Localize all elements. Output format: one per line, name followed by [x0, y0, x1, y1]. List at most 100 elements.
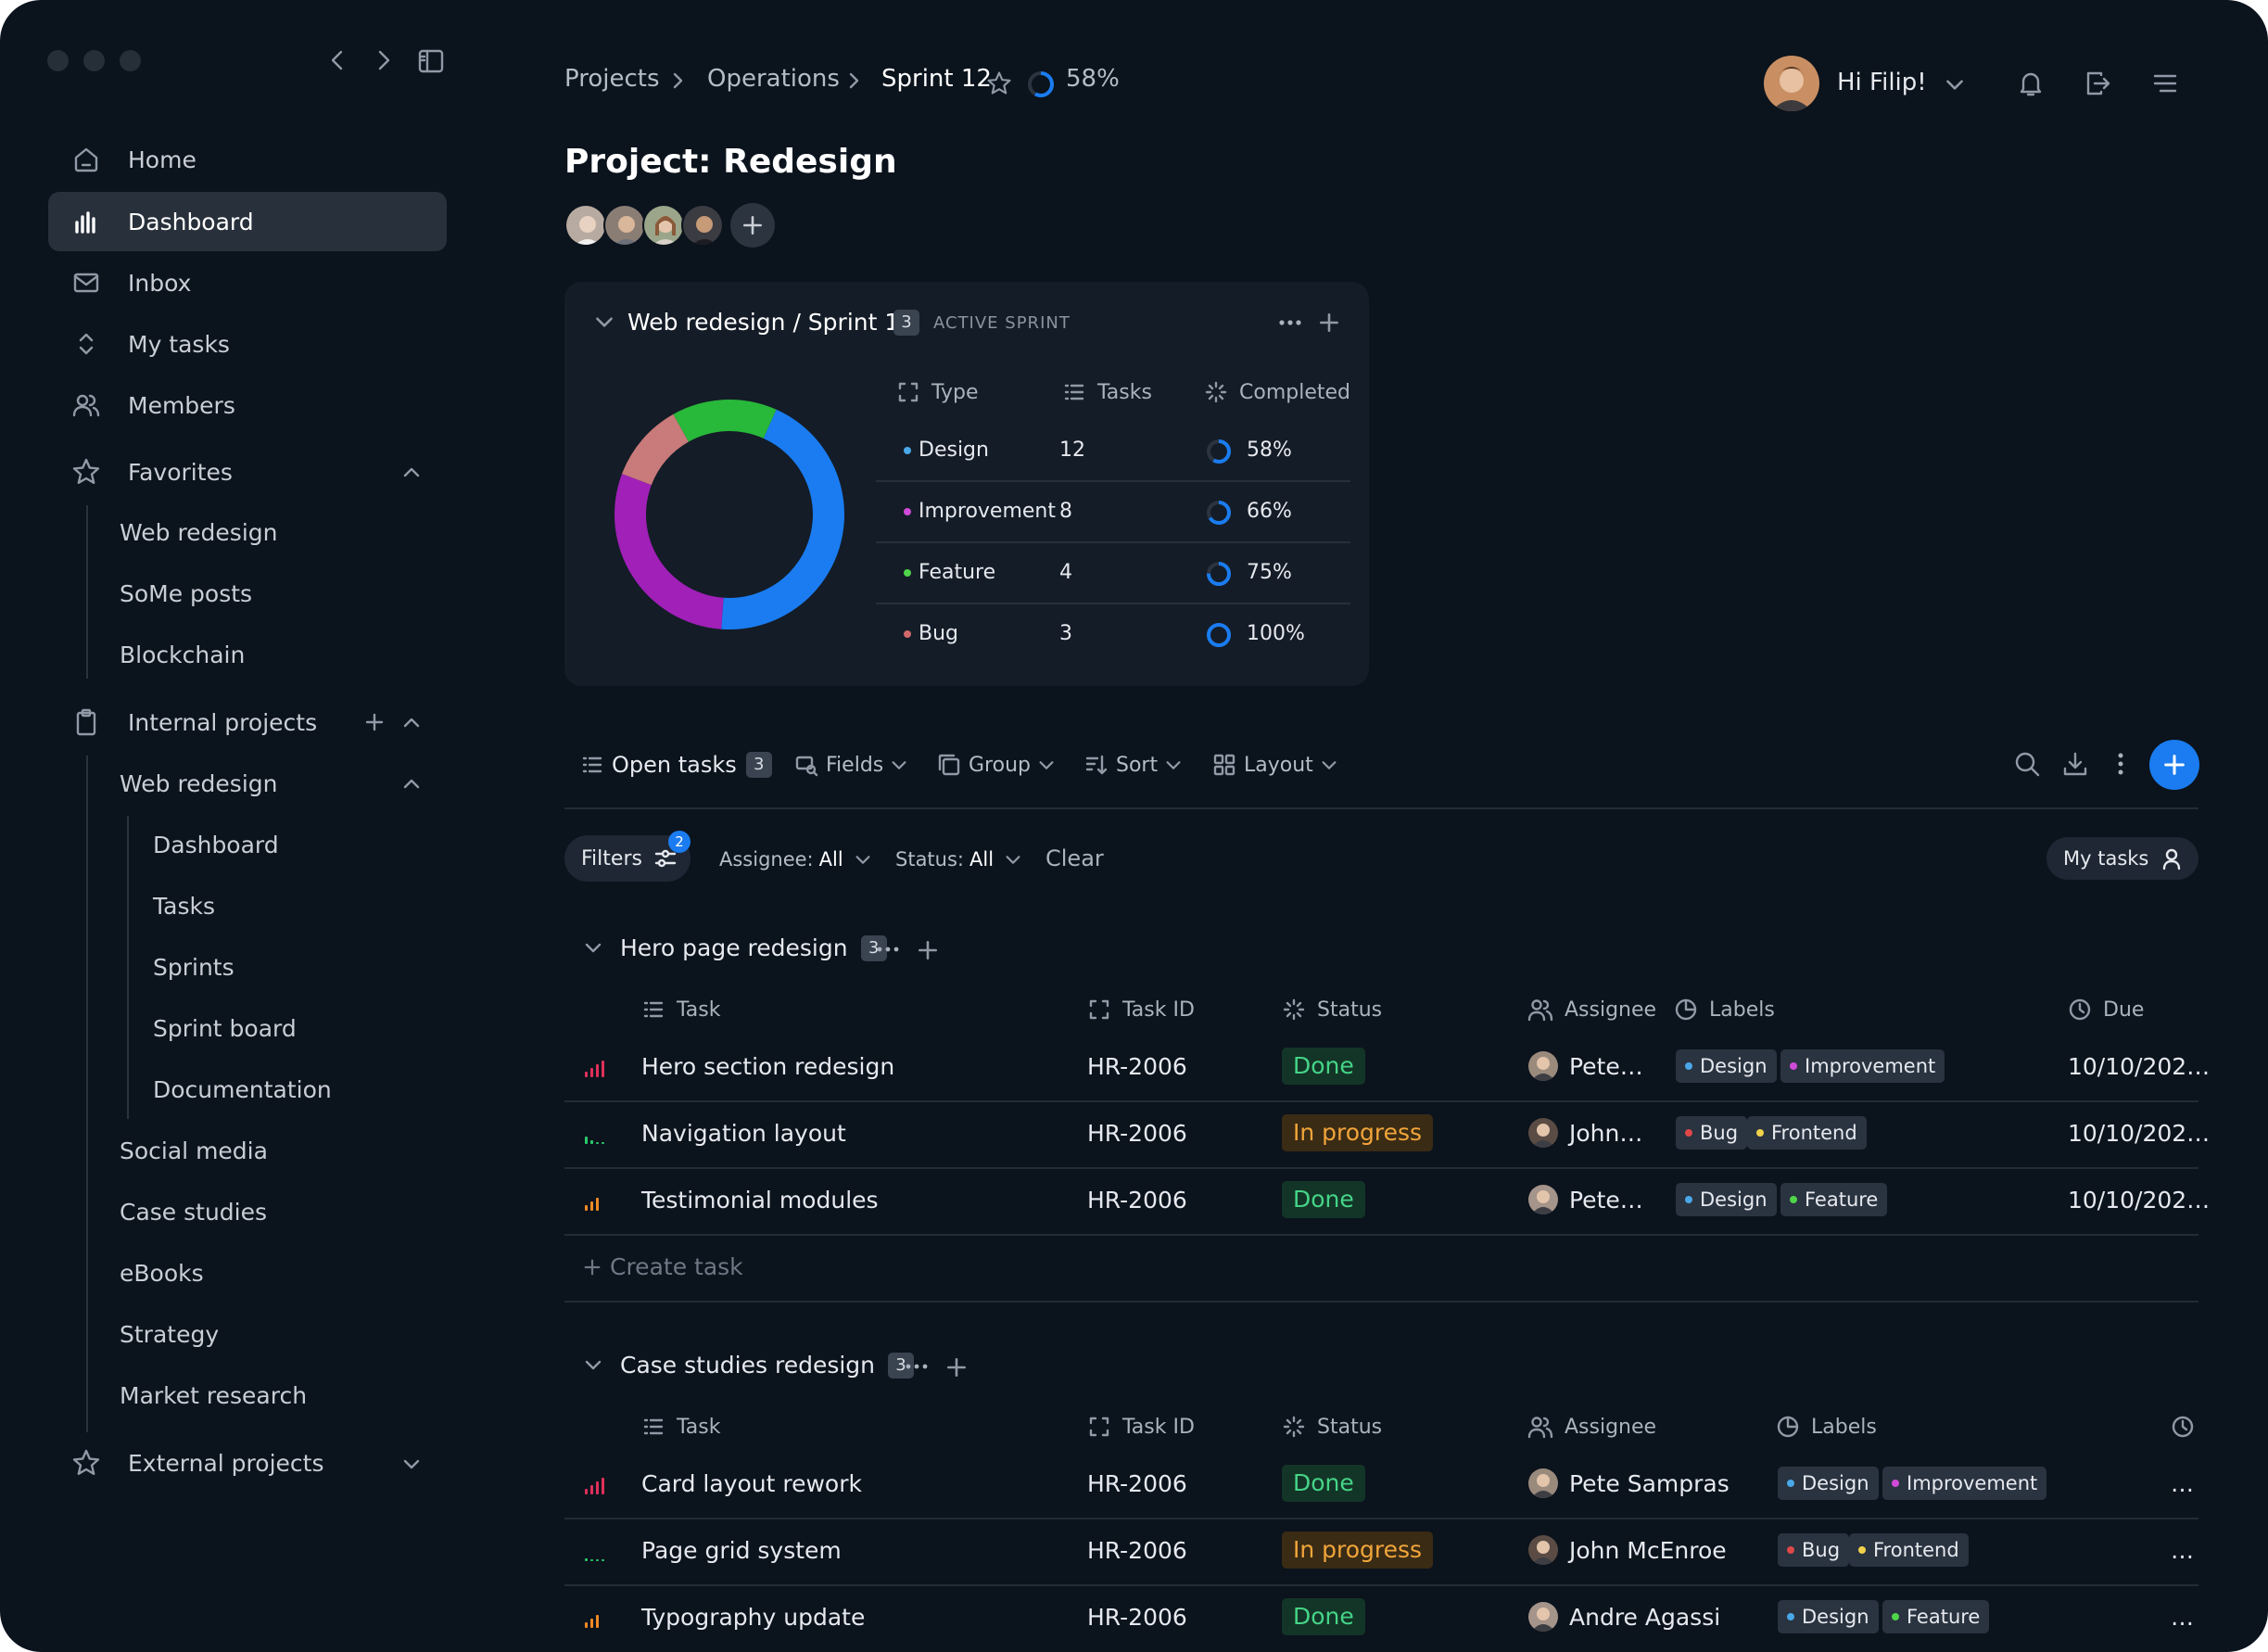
sidebar-toggle-icon[interactable] [417, 47, 445, 75]
task-name[interactable]: Hero section redesign [641, 1053, 895, 1080]
breadcrumb-operations[interactable]: Operations [707, 65, 840, 93]
more-options-icon[interactable] [905, 1357, 929, 1376]
subpage-item[interactable]: Sprints [153, 954, 234, 981]
add-icon[interactable] [944, 1355, 969, 1379]
status-filter[interactable]: Status: All [895, 846, 1031, 872]
project-item[interactable]: Market research [120, 1382, 308, 1409]
member-avatar[interactable] [603, 204, 646, 247]
chevron-down-icon[interactable] [400, 1453, 423, 1475]
forward-icon[interactable] [371, 47, 397, 73]
status-badge[interactable]: Done [1282, 1598, 1365, 1635]
column-header-task-id[interactable]: Task ID [1087, 1415, 1195, 1439]
sidebar-item-members[interactable]: Members [48, 375, 447, 435]
more-vertical-icon[interactable] [2110, 750, 2132, 778]
add-member-button[interactable] [730, 203, 775, 248]
bell-icon[interactable] [2016, 69, 2046, 98]
chevron-up-icon[interactable] [400, 773, 423, 795]
task-label-chip[interactable]: Feature [1882, 1600, 1990, 1633]
menu-icon[interactable] [2150, 69, 2180, 98]
user-avatar[interactable] [1764, 56, 1819, 111]
task-label-chip[interactable]: Frontend [1747, 1116, 1867, 1150]
project-item[interactable]: Case studies [120, 1199, 268, 1226]
logout-icon[interactable] [2083, 69, 2112, 98]
layout-button[interactable]: Layout [1212, 752, 1347, 778]
external-projects-section-header[interactable]: External projects [48, 1433, 437, 1493]
group-header[interactable]: Hero page redesign 3 [620, 934, 887, 961]
column-header-due[interactable] [2171, 1415, 2206, 1439]
download-icon[interactable] [2061, 750, 2089, 778]
project-item[interactable]: Strategy [120, 1321, 220, 1348]
column-header-task-id[interactable]: Task ID [1087, 998, 1195, 1022]
column-header-assignee[interactable]: Assignee [1527, 1415, 1656, 1439]
window-minimize-control[interactable] [83, 50, 105, 71]
sidebar-item-inbox[interactable]: Inbox [48, 253, 447, 312]
add-project-icon[interactable] [363, 711, 386, 733]
task-name[interactable]: Typography update [641, 1604, 866, 1631]
task-label-chip[interactable]: Feature [1780, 1183, 1888, 1216]
task-label-chip[interactable]: Improvement [1882, 1467, 2047, 1500]
task-label-chip[interactable]: Design [1778, 1600, 1879, 1633]
status-badge[interactable]: Done [1282, 1465, 1365, 1502]
internal-projects-section-header[interactable]: Internal projects [48, 693, 382, 752]
subpage-item[interactable]: Tasks [153, 893, 215, 920]
project-web-redesign[interactable]: Web redesign [120, 770, 278, 797]
more-options-icon[interactable] [876, 940, 900, 959]
project-item[interactable]: eBooks [120, 1260, 204, 1287]
status-badge[interactable]: Done [1282, 1181, 1365, 1218]
column-header-task[interactable]: Task [641, 1415, 720, 1439]
fields-button[interactable]: Fields [794, 752, 917, 778]
task-name[interactable]: Page grid system [641, 1537, 842, 1564]
member-avatar[interactable] [642, 204, 685, 247]
window-close-control[interactable] [47, 50, 69, 71]
chevron-down-icon[interactable] [592, 310, 616, 334]
sidebar-item-home[interactable]: Home [48, 130, 447, 189]
chevron-up-icon[interactable] [400, 462, 423, 484]
breadcrumb-projects[interactable]: Projects [564, 65, 660, 93]
sidebar-item-dashboard[interactable]: Dashboard [48, 192, 447, 251]
task-label-chip[interactable]: Frontend [1849, 1533, 1969, 1567]
task-label-chip[interactable]: Design [1778, 1467, 1879, 1500]
back-icon[interactable] [324, 47, 350, 73]
favorite-item[interactable]: Web redesign [120, 519, 278, 546]
add-icon[interactable] [1317, 311, 1341, 335]
status-badge[interactable]: Done [1282, 1048, 1365, 1085]
star-icon[interactable] [985, 70, 1013, 97]
column-header-labels[interactable]: Labels [1674, 998, 1775, 1022]
column-header-status[interactable]: Status [1282, 998, 1382, 1022]
task-label-chip[interactable]: Design [1676, 1049, 1777, 1083]
favorite-item[interactable]: SoMe posts [120, 580, 253, 607]
member-avatar[interactable] [564, 204, 607, 247]
task-label-chip[interactable]: Bug [1676, 1116, 1748, 1150]
add-icon[interactable] [916, 938, 940, 962]
column-header-assignee[interactable]: Assignee [1527, 998, 1656, 1022]
task-label-chip[interactable]: Improvement [1780, 1049, 1945, 1083]
create-task-link[interactable]: Create task [610, 1253, 743, 1280]
breadcrumb-sprint[interactable]: Sprint 12 [881, 65, 992, 93]
status-badge[interactable]: In progress [1282, 1531, 1434, 1569]
subpage-item[interactable]: Documentation [153, 1076, 332, 1103]
group-header[interactable]: Case studies redesign 3 [620, 1352, 915, 1379]
my-tasks-button[interactable]: My tasks [2046, 837, 2198, 880]
member-avatar[interactable] [681, 204, 724, 247]
chevron-down-icon[interactable] [582, 936, 604, 959]
task-label-chip[interactable]: Design [1676, 1183, 1777, 1216]
assignee-filter[interactable]: Assignee: All [719, 846, 881, 872]
window-zoom-control[interactable] [120, 50, 141, 71]
chevron-down-icon[interactable] [1943, 72, 1967, 96]
clear-filters-link[interactable]: Clear [1045, 845, 1104, 871]
column-header-labels[interactable]: Labels [1776, 1415, 1877, 1439]
group-button[interactable]: Group [937, 752, 1064, 778]
column-header-status[interactable]: Status [1282, 1415, 1382, 1439]
favorite-item[interactable]: Blockchain [120, 642, 246, 668]
task-name[interactable]: Card layout rework [641, 1470, 862, 1497]
chevron-up-icon[interactable] [400, 712, 423, 734]
more-options-icon[interactable] [1278, 313, 1302, 332]
task-name[interactable]: Testimonial modules [641, 1187, 879, 1214]
column-header-task[interactable]: Task [641, 998, 720, 1022]
open-tasks-view[interactable]: Open tasks 3 [580, 752, 772, 778]
sort-button[interactable]: Sort [1084, 752, 1191, 778]
status-badge[interactable]: In progress [1282, 1114, 1434, 1151]
project-item[interactable]: Social media [120, 1137, 268, 1164]
chevron-down-icon[interactable] [582, 1353, 604, 1376]
subpage-item[interactable]: Sprint board [153, 1015, 297, 1042]
